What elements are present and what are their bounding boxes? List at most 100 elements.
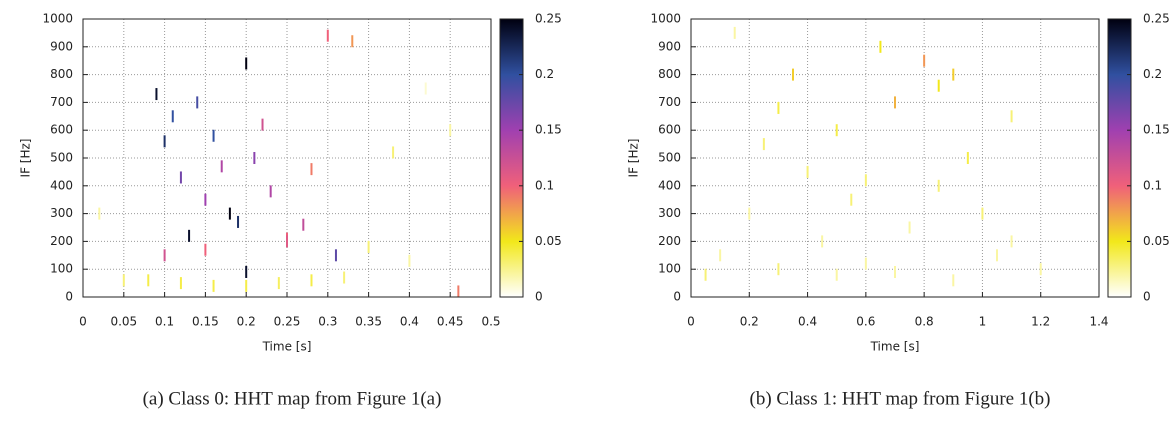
heat-cell (286, 235, 288, 248)
heat-cell (719, 249, 722, 262)
heat-cell (367, 240, 370, 253)
y-tick-label: 700 (658, 95, 681, 109)
y-tick-label: 600 (658, 123, 681, 137)
x-tick-label: 0.4 (798, 315, 817, 329)
heat-cell (245, 57, 248, 70)
x-tick-label: 1.4 (1089, 315, 1108, 329)
y-tick-label: 800 (50, 67, 73, 81)
x-tick-label: 0 (687, 315, 695, 329)
heat-cell (196, 96, 199, 109)
y-tick-label: 1000 (650, 12, 681, 26)
y-tick-label: 700 (50, 95, 73, 109)
y-tick-label: 900 (50, 39, 73, 53)
heat-cell (163, 135, 166, 148)
heat-cell (237, 215, 240, 228)
colorbar-tick-label: 0.1 (1143, 178, 1162, 192)
y-tick-label: 0 (673, 290, 681, 304)
caption: (b) Class 1: HHT map from Figure 1(b) (750, 388, 1051, 409)
plot-frame (82, 18, 492, 298)
heat-cell (188, 229, 191, 242)
heat-cell (212, 129, 215, 142)
heat-cell (245, 265, 248, 278)
heat-cell (171, 110, 174, 123)
colorbar-tick-label: 0 (535, 290, 543, 304)
heat-cell (204, 193, 207, 206)
heat-cell (850, 193, 853, 206)
heat-cell (179, 171, 182, 184)
x-tick-label: 1.2 (1031, 315, 1050, 329)
colorbar-tick-label: 0.2 (1143, 67, 1162, 81)
heat-cell (835, 124, 838, 137)
heat-cell (894, 265, 896, 278)
heat-cell (457, 285, 460, 298)
heat-cell (937, 179, 940, 192)
heat-cell (179, 277, 182, 290)
x-tick-label: 1 (979, 315, 987, 329)
colorbar-tick-label: 0.2 (535, 67, 554, 81)
heat-cell (1010, 235, 1013, 248)
heat-cell (704, 268, 707, 281)
y-tick-label: 300 (50, 206, 73, 220)
heat-cell (334, 249, 337, 262)
y-tick-label: 100 (658, 262, 681, 276)
heat-cell (748, 207, 751, 220)
heat-cell (351, 35, 354, 48)
heat-cell (894, 96, 896, 109)
x-tick-label: 0.35 (355, 315, 382, 329)
colorbar-tick-label: 0.25 (1143, 12, 1170, 26)
heat-cell (261, 118, 264, 131)
heat-cell (212, 279, 215, 292)
y-tick-label: 1000 (42, 12, 73, 26)
heat-cell (326, 29, 329, 42)
heat-cell (228, 207, 231, 220)
colorbar-tick-label: 0.1 (535, 178, 554, 192)
heat-cell (762, 138, 765, 151)
heat-cell (777, 101, 780, 114)
colorbar-tick-label: 0.25 (535, 12, 562, 26)
colorbar-tick-label: 0.15 (535, 123, 562, 137)
x-tick-label: 0.4 (400, 315, 419, 329)
heat-cell (424, 82, 427, 95)
heat-cell (253, 152, 256, 164)
x-tick-label: 0.6 (856, 315, 875, 329)
heat-cell (98, 207, 101, 220)
x-axis-label: Time [s] (870, 340, 920, 354)
heat-cell (835, 268, 838, 281)
y-tick-label: 900 (658, 39, 681, 53)
heat-cell (733, 26, 736, 39)
x-tick-label: 0.05 (110, 315, 137, 329)
x-tick-label: 0.8 (915, 315, 934, 329)
heat-cell (392, 146, 395, 159)
colorbar-tick-label: 0.05 (535, 234, 562, 248)
heat-cell (777, 263, 780, 276)
heat-cell (1010, 110, 1013, 123)
x-tick-label: 0.2 (740, 315, 759, 329)
heat-cell (302, 218, 305, 231)
x-tick-label: 0.15 (192, 315, 219, 329)
heat-cell (792, 68, 794, 81)
y-tick-label: 600 (50, 123, 73, 137)
heat-cell (864, 257, 867, 270)
y-tick-label: 400 (50, 178, 73, 192)
y-tick-label: 0 (65, 290, 73, 304)
heat-cell (269, 185, 272, 198)
heat-cell (310, 274, 313, 287)
heat-cell (952, 68, 955, 81)
heat-cell (806, 165, 809, 178)
heat-cell (864, 174, 867, 187)
heat-cell (996, 249, 998, 262)
heat-cell (908, 221, 911, 234)
x-tick-label: 0.1 (155, 315, 174, 329)
heat-cell (952, 274, 955, 287)
y-tick-label: 500 (658, 151, 681, 165)
heat-cell (245, 279, 248, 292)
y-tick-label: 500 (50, 151, 73, 165)
heat-cell (923, 54, 926, 67)
heat-cell (879, 40, 882, 53)
plot-frame (690, 18, 1100, 298)
y-axis-label: IF [Hz] (19, 139, 33, 178)
heat-cell (277, 277, 280, 290)
y-tick-label: 200 (50, 234, 73, 248)
x-tick-label: 0.2 (237, 315, 256, 329)
